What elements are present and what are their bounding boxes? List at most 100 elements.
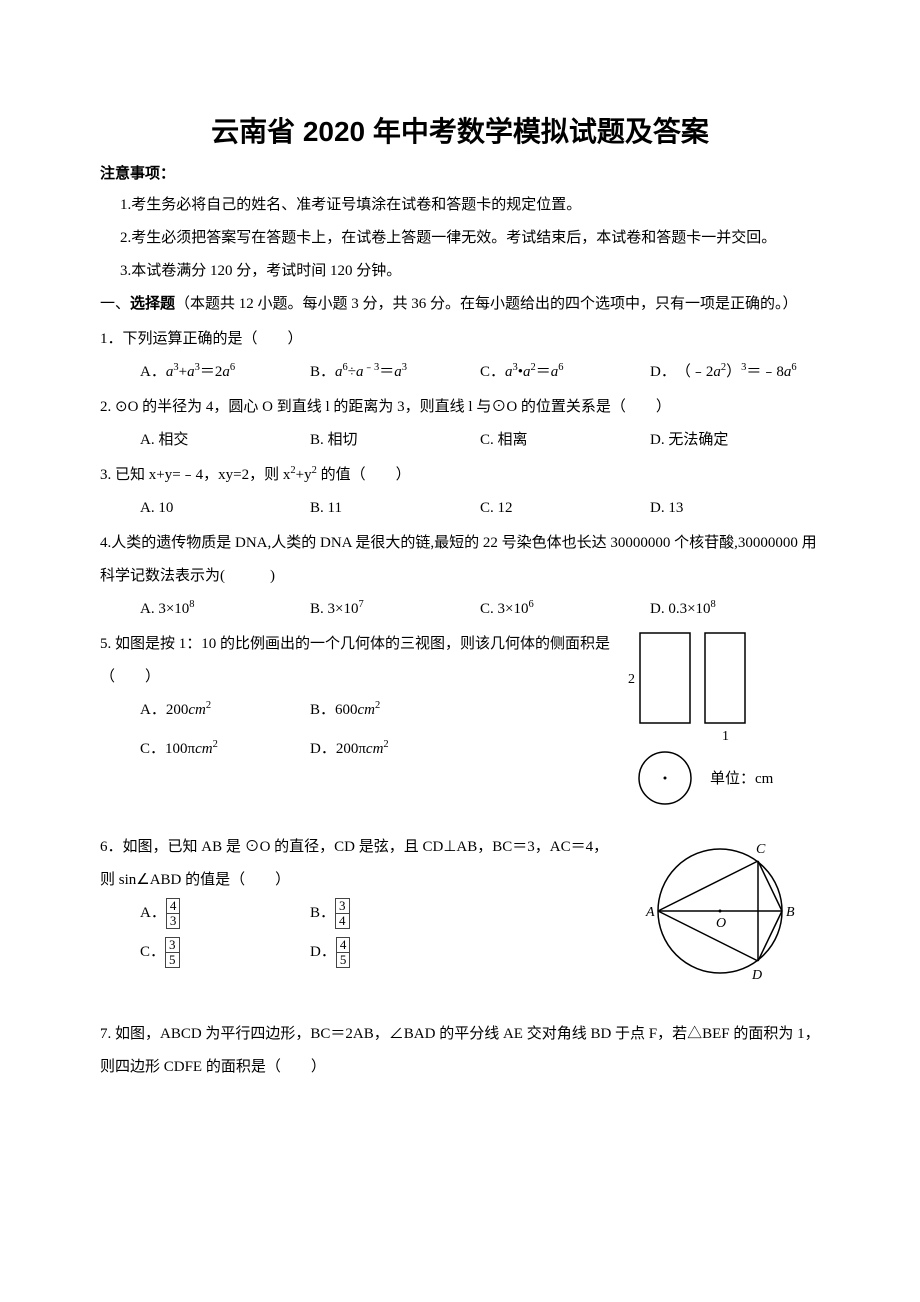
q3-optB: B. 11: [310, 492, 480, 525]
q1-optD: D．（﹣2a2）3＝﹣8a6: [650, 356, 820, 389]
q6-optB: B．34: [310, 897, 480, 930]
opt-pre: C. 3×10: [480, 593, 528, 626]
q1-options: A．a3+a3＝2a6 B．a6÷a﹣3＝a3 C．a3•a2＝a6 D．（﹣2…: [100, 356, 820, 389]
q7-stem: 7. 如图，ABCD 为平行四边形，BC＝2AB，∠BAD 的平分线 AE 交对…: [100, 1018, 820, 1084]
q3-stem-prefix: 3. 已知 x+y=﹣4，xy=2，则 x: [100, 467, 290, 483]
q6-optA: A．43: [140, 897, 310, 930]
q4-optB: B. 3×107: [310, 593, 480, 626]
frac-d: 5: [337, 953, 350, 967]
section-heading: 一、选择题（本题共 12 小题。每小题 3 分，共 36 分。在每小题给出的四个…: [100, 288, 820, 321]
frac-d: 3: [167, 914, 180, 928]
frac-d: 4: [336, 914, 349, 928]
fig-label-C: C: [756, 842, 766, 857]
opt-exp: 7: [358, 599, 363, 610]
q5-figure: 2 1 单位：cm: [610, 628, 820, 821]
opt-exp: 8: [711, 599, 716, 610]
q2-optB: B. 相切: [310, 424, 480, 457]
q3-optA: A. 10: [140, 492, 310, 525]
fig-label-A: A: [645, 905, 655, 920]
q2-optD: D. 无法确定: [650, 424, 820, 457]
q2-optC: C. 相离: [480, 424, 650, 457]
unit: cm: [358, 694, 376, 727]
fig-label-B: B: [786, 905, 795, 920]
opt-label: B．600: [310, 694, 358, 727]
unit: cm: [366, 733, 384, 766]
q3-stem: 3. 已知 x+y=﹣4，xy=2，则 x2+y2 的值（ ）: [100, 459, 820, 492]
question-2: 2. ⊙O 的半径为 4，圆心 O 到直线 l 的距离为 3，则直线 l 与⊙O…: [100, 391, 820, 457]
unit: cm: [195, 733, 213, 766]
q1-stem: 1．下列运算正确的是（ ）: [100, 323, 820, 356]
q4-stem-text: 4.人类的遗传物质是 DNA,人类的 DNA 是很大的链,最短的 22 号染色体…: [100, 535, 817, 584]
q4-optD: D. 0.3×108: [650, 593, 820, 626]
opt-label: A．: [140, 356, 166, 389]
q2-options: A. 相交 B. 相切 C. 相离 D. 无法确定: [100, 424, 820, 457]
q4-optC: C. 3×106: [480, 593, 650, 626]
q4-stem: 4.人类的遗传物质是 DNA,人类的 DNA 是很大的链,最短的 22 号染色体…: [100, 527, 820, 593]
opt-exp: 6: [528, 599, 533, 610]
fig-unit-label: 单位：cm: [710, 770, 774, 787]
opt-label: A．: [140, 897, 166, 930]
q4-optA: A. 3×108: [140, 593, 310, 626]
notice-item: 2.考生必须把答案写在答题卡上，在试卷上答题一律无效。考试结束后，本试卷和答题卡…: [100, 222, 820, 255]
opt-label: B．: [310, 897, 335, 930]
frac-n: 4: [167, 899, 180, 914]
opt-label: C．: [140, 936, 165, 969]
opt-pre: A. 3×10: [140, 593, 189, 626]
three-views-icon: 2 1 单位：cm: [610, 628, 820, 808]
frac-n: 4: [337, 938, 350, 953]
q3-options: A. 10 B. 11 C. 12 D. 13: [100, 492, 820, 525]
opt-exp: 8: [189, 599, 194, 610]
q5-optB: B．600 cm2: [310, 694, 480, 727]
question-1: 1．下列运算正确的是（ ） A．a3+a3＝2a6 B．a6÷a﹣3＝a3 C．…: [100, 323, 820, 389]
q5-optA: A．200 cm2: [140, 694, 310, 727]
question-5: 5. 如图是按 1：10 的比例画出的一个几何体的三视图，则该几何体的侧面积是（…: [100, 628, 820, 821]
fig-label-2: 2: [628, 672, 635, 687]
page-title: 云南省 2020 年中考数学模拟试题及答案: [100, 110, 820, 150]
circle-diagram-icon: A B C D O: [620, 831, 820, 991]
opt-pre: B. 3×10: [310, 593, 358, 626]
q6-optC: C．35: [140, 936, 310, 969]
q5-optC: C．100πcm2: [140, 733, 310, 766]
q1-optA: A．a3+a3＝2a6: [140, 356, 310, 389]
q6-stem: 6．如图，已知 AB 是 ⊙O 的直径，CD 是弦，且 CD⊥AB，BC＝3，A…: [100, 831, 620, 897]
section-bold: 选择题: [130, 296, 175, 312]
q1-optB: B．a6÷a﹣3＝a3: [310, 356, 480, 389]
q3-stem-suffix: 的值（ ）: [317, 467, 411, 483]
section-rest: （本题共 12 小题。每小题 3 分，共 36 分。在每小题给出的四个选项中，只…: [175, 296, 798, 312]
opt-label: D．: [310, 936, 336, 969]
q1-optC: C．a3•a2＝a6: [480, 356, 650, 389]
q6-figure: A B C D O: [620, 831, 820, 1004]
opt-label: D．: [650, 356, 676, 389]
frac-d: 5: [166, 953, 179, 967]
q2-stem: 2. ⊙O 的半径为 4，圆心 O 到直线 l 的距离为 3，则直线 l 与⊙O…: [100, 391, 820, 424]
frac-n: 3: [336, 899, 349, 914]
q4-options: A. 3×108 B. 3×107 C. 3×106 D. 0.3×108: [100, 593, 820, 626]
q5-options: A．200 cm2 B．600 cm2 C．100πcm2 D．200πcm2: [100, 694, 610, 766]
q3-optD: D. 13: [650, 492, 820, 525]
question-6: 6．如图，已知 AB 是 ⊙O 的直径，CD 是弦，且 CD⊥AB，BC＝3，A…: [100, 831, 820, 1004]
opt-label: C．: [480, 356, 505, 389]
question-7: 7. 如图，ABCD 为平行四边形，BC＝2AB，∠BAD 的平分线 AE 交对…: [100, 1018, 820, 1084]
opt-label: A．200: [140, 694, 188, 727]
fig-label-1: 1: [722, 729, 729, 744]
frac-n: 3: [166, 938, 179, 953]
question-4: 4.人类的遗传物质是 DNA,人类的 DNA 是很大的链,最短的 22 号染色体…: [100, 527, 820, 626]
opt-label: D．200π: [310, 733, 366, 766]
opt-pre: D. 0.3×10: [650, 593, 711, 626]
q2-optA: A. 相交: [140, 424, 310, 457]
question-3: 3. 已知 x+y=﹣4，xy=2，则 x2+y2 的值（ ） A. 10 B.…: [100, 459, 820, 525]
fig-label-O: O: [716, 916, 726, 931]
opt-label: C．100π: [140, 733, 195, 766]
notice-item: 1.考生务必将自己的姓名、准考证号填涂在试卷和答题卡的规定位置。: [100, 189, 820, 222]
unit: cm: [188, 694, 206, 727]
q5-optD: D．200πcm2: [310, 733, 480, 766]
q6-options: A．43 B．34 C．35 D．45: [100, 897, 620, 969]
q6-optD: D．45: [310, 936, 480, 969]
opt-label: B．: [310, 356, 335, 389]
q3-optC: C. 12: [480, 492, 650, 525]
notice-item: 3.本试卷满分 120 分，考试时间 120 分钟。: [100, 255, 820, 288]
q5-stem: 5. 如图是按 1：10 的比例画出的一个几何体的三视图，则该几何体的侧面积是（…: [100, 628, 610, 694]
fig-label-D: D: [751, 968, 762, 983]
notice-label: 注意事项：: [100, 162, 820, 183]
section-prefix: 一、: [100, 296, 130, 312]
